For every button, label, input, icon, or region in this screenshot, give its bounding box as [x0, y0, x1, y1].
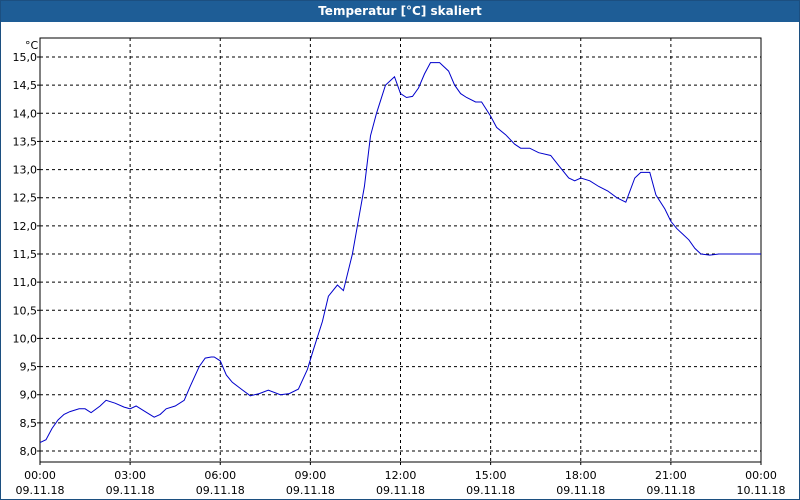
y-tick-label: 8,5	[20, 417, 38, 430]
y-tick-label: 12,0	[13, 220, 38, 233]
y-tick-label: 13,5	[13, 135, 38, 148]
y-tick-label: 12,5	[13, 192, 38, 205]
y-axis-ticks: 8,0 8,5 9,0 9,5 10,0 10,5 11,0 11,5 12,0 12,5 13,0…	[13, 51, 40, 458]
y-tick-label: 10,0	[13, 332, 38, 345]
y-tick-label: 8,0	[20, 445, 38, 458]
x-tick-date-label: 09.11.18	[106, 484, 155, 497]
x-tick-date-label: 09.11.18	[286, 484, 335, 497]
y-tick-label: 11,0	[13, 276, 38, 289]
y-tick-label: 10,5	[13, 304, 38, 317]
x-tick-time-label: 00:00	[745, 469, 777, 482]
chart-grid	[40, 38, 761, 462]
y-tick-label: 15,0	[13, 51, 38, 64]
x-tick-date-label: 09.11.18	[466, 484, 515, 497]
x-tick-time-label: 21:00	[655, 469, 687, 482]
temperature-series-line	[39, 62, 761, 444]
y-tick-label: 11,5	[13, 248, 38, 261]
x-tick-time-label: 15:00	[475, 469, 507, 482]
x-tick-date-label: 09.11.18	[556, 484, 605, 497]
x-tick-date-label: 09.11.18	[16, 484, 65, 497]
x-axis-ticks: 00:00 09.11.18 03:00 09.11.18 06:00 09.11.18 0…	[16, 462, 786, 497]
x-tick-date-label: 09.11.18	[196, 484, 245, 497]
x-tick-time-label: 09:00	[295, 469, 327, 482]
x-tick-time-label: 12:00	[385, 469, 417, 482]
x-tick-time-label: 00:00	[24, 469, 56, 482]
x-tick-time-label: 18:00	[565, 469, 597, 482]
x-tick-date-label: 09.11.18	[376, 484, 425, 497]
y-tick-label: 9,0	[20, 389, 38, 402]
window-title: Temperatur [°C] skaliert	[1, 1, 799, 22]
y-tick-label: 9,5	[20, 361, 38, 374]
y-axis-unit-label: °C	[25, 39, 39, 52]
y-tick-label: 14,5	[13, 79, 38, 92]
x-tick-date-label: 09.11.18	[646, 484, 695, 497]
y-tick-label: 13,0	[13, 164, 38, 177]
x-tick-time-label: 03:00	[114, 469, 146, 482]
x-tick-date-label: 10.11.18	[737, 484, 786, 497]
y-tick-label: 14,0	[13, 107, 38, 120]
x-tick-time-label: 06:00	[204, 469, 236, 482]
